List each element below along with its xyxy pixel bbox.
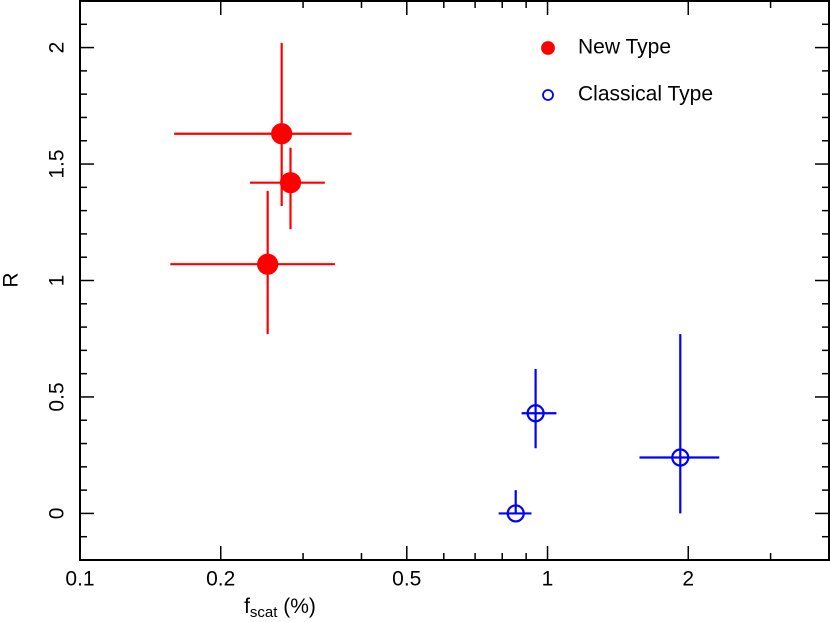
x-tick-label: 0.1 [65,568,94,591]
x-label-unit: (%) [277,595,316,618]
legend-marker [542,89,554,101]
y-tick-label: 1.5 [46,149,69,178]
x-tick-label: 2 [682,568,694,591]
data-point [526,404,545,423]
x-tick-label: 1 [542,568,554,591]
legend-label: New Type [578,36,671,59]
y-tick-label: 2 [46,42,69,54]
data-point [279,172,302,194]
y-tick-label: 0.5 [46,382,69,411]
data-point [506,504,525,523]
y-tick-label: 1 [46,275,69,287]
x-axis-label: fscat (%) [244,595,316,621]
y-axis-label: R [0,272,23,287]
legend-marker [541,41,555,55]
y-tick-label: 0 [46,508,69,520]
data-point [671,448,690,467]
x-tick-label: 0.2 [206,568,235,591]
x-label-main: f [244,595,250,618]
legend-label: Classical Type [578,83,713,106]
data-point [257,253,279,275]
x-tick-label: 0.5 [392,568,421,591]
data-point [271,123,293,145]
plot-frame [79,0,830,561]
x-label-sub: scat [250,604,278,621]
